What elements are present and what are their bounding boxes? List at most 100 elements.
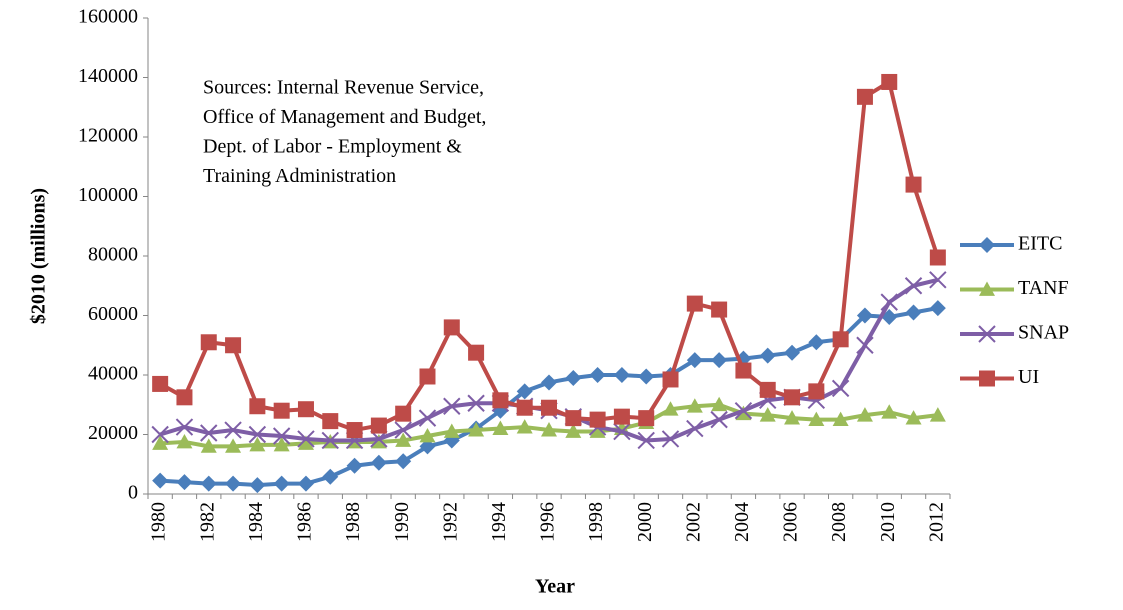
marker	[200, 475, 217, 492]
marker	[225, 475, 242, 492]
marker	[856, 307, 873, 324]
legend-marker	[979, 370, 995, 387]
marker	[370, 454, 387, 471]
x-tick-label: 1996	[537, 502, 559, 542]
x-tick-label: 1988	[342, 502, 364, 542]
y-tick-label: 140000	[78, 65, 138, 87]
x-tick-label: 2012	[925, 502, 947, 542]
marker	[516, 399, 533, 416]
x-tick-label: 1986	[294, 502, 316, 542]
marker	[249, 436, 266, 452]
marker	[443, 423, 460, 438]
x-tick-label: 2010	[877, 502, 899, 542]
marker	[443, 319, 460, 336]
marker	[492, 420, 509, 435]
marker	[661, 430, 680, 448]
marker	[152, 435, 169, 450]
marker	[467, 394, 485, 412]
marker	[929, 300, 946, 317]
marker	[152, 472, 169, 489]
marker	[710, 410, 728, 429]
marker	[297, 475, 314, 492]
x-tick-label: 2000	[634, 502, 656, 542]
marker	[784, 410, 801, 425]
marker	[831, 379, 850, 398]
y-tick-label: 60000	[88, 303, 138, 325]
marker	[808, 383, 825, 400]
marker	[200, 334, 217, 351]
marker	[395, 453, 412, 470]
x-tick-label: 1992	[439, 502, 461, 542]
marker	[589, 411, 606, 428]
marker	[759, 407, 776, 422]
marker	[321, 431, 339, 450]
marker	[443, 397, 461, 415]
marker	[297, 435, 314, 450]
marker	[808, 334, 825, 351]
x-tick-label: 1990	[391, 502, 413, 542]
x-tick-label: 1982	[196, 502, 218, 542]
marker	[249, 477, 266, 494]
marker	[468, 344, 485, 361]
marker	[711, 396, 728, 412]
marker	[395, 432, 412, 447]
x-tick-label: 1994	[488, 502, 510, 542]
marker	[419, 368, 436, 385]
marker	[395, 405, 412, 422]
marker	[638, 368, 655, 385]
marker	[322, 413, 339, 430]
y-tick-label: 80000	[88, 244, 138, 266]
marker	[905, 410, 922, 425]
marker	[468, 422, 485, 437]
annotation: Office of Management and Budget,	[203, 106, 486, 128]
marker	[832, 331, 849, 348]
marker	[735, 362, 752, 379]
marker	[176, 433, 193, 449]
marker	[905, 176, 922, 193]
marker	[273, 475, 290, 492]
annotation: Sources: Internal Revenue Service,	[203, 77, 484, 99]
series	[152, 300, 946, 494]
y-tick-label: 160000	[78, 6, 138, 28]
marker	[370, 430, 388, 448]
x-tick-label: 1998	[585, 502, 607, 542]
marker	[419, 427, 436, 443]
marker	[904, 277, 923, 295]
y-tick-label: 40000	[88, 363, 138, 385]
marker	[565, 423, 582, 438]
marker	[225, 337, 242, 354]
marker	[881, 404, 898, 419]
marker	[297, 430, 315, 448]
marker	[541, 374, 557, 391]
marker	[394, 421, 412, 439]
marker	[541, 422, 557, 437]
marker	[929, 407, 946, 422]
marker	[151, 425, 169, 444]
marker	[711, 352, 728, 369]
marker	[735, 405, 752, 421]
marker	[686, 419, 704, 438]
marker	[613, 408, 630, 425]
marker	[881, 73, 898, 90]
marker	[346, 422, 363, 439]
x-tick-label: 2004	[731, 502, 753, 542]
marker	[929, 249, 946, 266]
y-axis-title: $2010 (millions)	[28, 188, 50, 324]
marker	[784, 344, 801, 361]
marker	[541, 399, 557, 416]
marker	[759, 347, 776, 364]
marker	[273, 402, 290, 419]
marker	[808, 411, 825, 427]
marker	[856, 88, 873, 105]
marker	[152, 375, 169, 392]
y-tick-label: 100000	[78, 184, 138, 206]
marker	[880, 293, 898, 311]
marker	[272, 427, 291, 445]
marker	[248, 425, 267, 444]
marker	[565, 410, 582, 427]
marker	[686, 352, 703, 369]
marker	[856, 336, 874, 354]
marker	[589, 367, 606, 383]
series	[151, 271, 947, 450]
